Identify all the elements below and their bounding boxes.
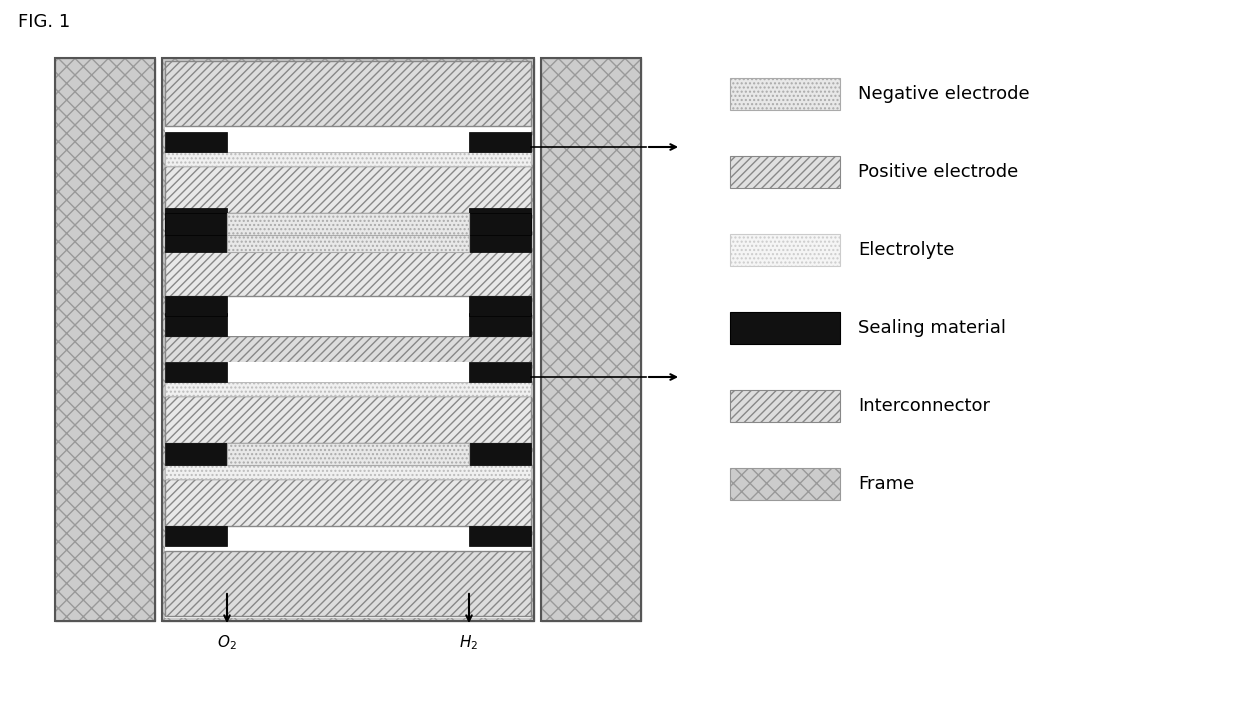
Bar — [165, 479, 531, 526]
Bar — [165, 249, 531, 296]
Bar — [165, 465, 531, 479]
Bar — [730, 390, 839, 422]
Bar — [469, 526, 531, 546]
Bar — [165, 296, 227, 316]
Bar — [469, 132, 531, 152]
Bar — [165, 526, 227, 546]
Bar — [469, 443, 531, 465]
Bar — [165, 336, 531, 364]
Text: Frame: Frame — [858, 475, 914, 493]
Bar — [165, 551, 531, 616]
Bar — [730, 468, 839, 500]
Text: Negative electrode: Negative electrode — [858, 85, 1029, 103]
Bar — [165, 208, 227, 230]
Bar — [165, 266, 531, 313]
Bar — [227, 443, 469, 465]
Bar — [165, 396, 531, 443]
Text: Sealing material: Sealing material — [858, 319, 1006, 337]
Bar — [227, 213, 469, 235]
Bar — [165, 313, 227, 336]
Bar — [165, 313, 531, 336]
Text: Interconnector: Interconnector — [858, 397, 990, 415]
Bar — [165, 364, 531, 551]
Text: Electrolyte: Electrolyte — [858, 241, 955, 259]
Bar — [165, 443, 227, 465]
Bar — [165, 252, 531, 266]
Bar — [162, 58, 534, 621]
Bar — [227, 230, 469, 252]
Bar — [165, 296, 531, 316]
Bar — [469, 362, 531, 382]
Bar — [165, 152, 531, 166]
Bar — [165, 208, 531, 230]
Bar — [165, 213, 227, 235]
Bar — [165, 132, 227, 152]
Bar — [165, 362, 531, 382]
Bar — [730, 234, 839, 266]
Bar — [162, 58, 534, 621]
Bar — [165, 213, 531, 235]
Bar — [469, 313, 531, 336]
Bar — [165, 526, 531, 546]
Bar — [165, 362, 227, 382]
Bar — [165, 235, 531, 249]
Bar — [165, 61, 531, 126]
Text: $O_2$: $O_2$ — [217, 633, 237, 652]
Bar — [730, 78, 839, 110]
Bar — [165, 132, 531, 152]
Bar — [469, 230, 531, 252]
Text: $H_2$: $H_2$ — [460, 633, 479, 652]
Bar — [541, 58, 641, 621]
Bar — [55, 58, 155, 621]
Bar — [165, 230, 531, 252]
Bar — [469, 208, 531, 230]
Bar — [165, 166, 531, 213]
Bar — [469, 296, 531, 316]
Bar — [165, 382, 531, 396]
Bar — [165, 230, 227, 252]
Bar — [165, 126, 531, 336]
Text: FIG. 1: FIG. 1 — [19, 13, 71, 31]
Bar — [541, 58, 641, 621]
Bar — [469, 213, 531, 235]
Bar — [165, 61, 531, 618]
Bar — [730, 156, 839, 188]
Text: Positive electrode: Positive electrode — [858, 163, 1018, 181]
Bar — [165, 443, 531, 465]
Bar — [730, 312, 839, 344]
Bar — [55, 58, 155, 621]
